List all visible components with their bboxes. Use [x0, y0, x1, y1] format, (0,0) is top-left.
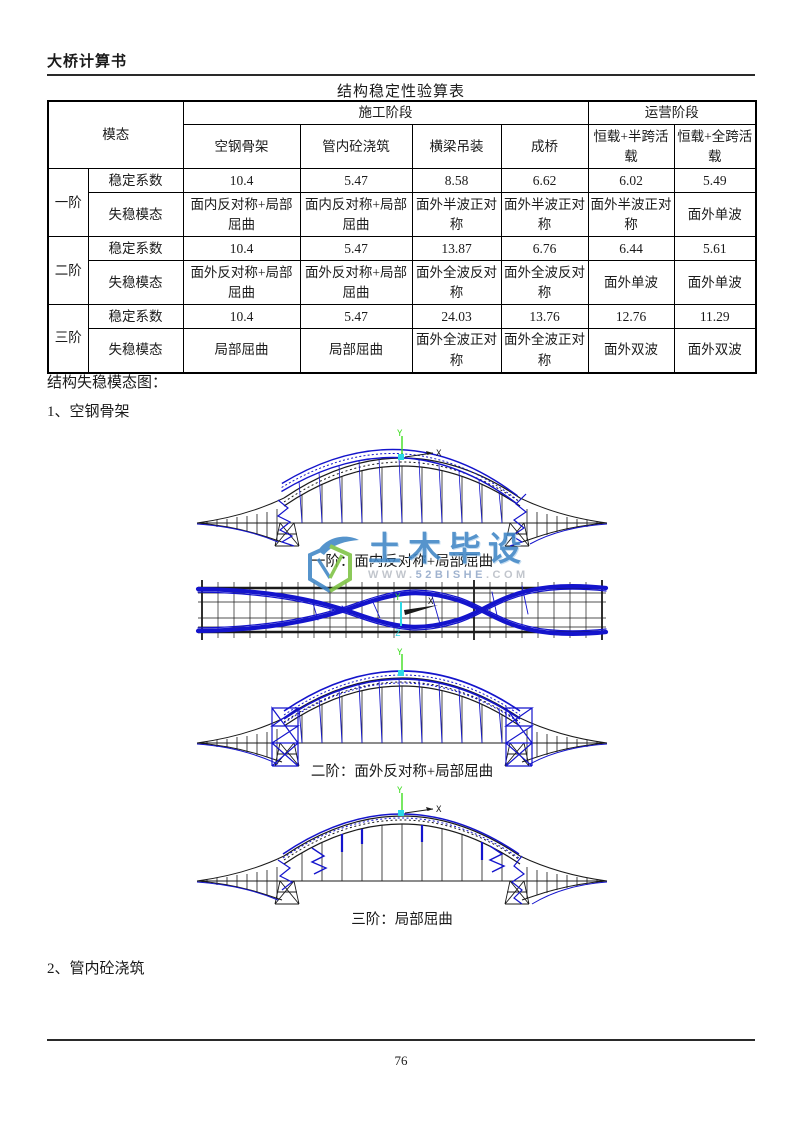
coef-cell: 5.49 [673, 168, 757, 194]
mode-cell: 局部屈曲 [299, 328, 413, 374]
mode-cell: 面外双波 [673, 328, 757, 374]
row-label: 稳定系数 [87, 168, 184, 194]
y-axis-label: Y [395, 593, 401, 603]
col-header: 恒载+半跨活载 [587, 124, 675, 170]
mode-cell: 面外全波反对称 [411, 260, 502, 306]
coef-cell: 24.03 [411, 304, 502, 330]
figure-mode2-elevation: Y [192, 648, 612, 770]
y-axis-label: Y [397, 429, 403, 439]
mode-cell: 面外反对称+局部屈曲 [299, 260, 413, 306]
mode-cell: 面外半波正对称 [411, 192, 502, 238]
mode-header: 模态 [47, 100, 184, 170]
x-axis-label: X [436, 805, 442, 815]
coef-cell: 5.61 [673, 236, 757, 262]
col-header: 管内砼浇筑 [299, 124, 413, 170]
coef-cell: 13.76 [500, 304, 589, 330]
mode-cell: 面外半波正对称 [500, 192, 589, 238]
figure-caption-mode2: 二阶：面外反对称+局部屈曲 [310, 764, 494, 780]
mode-cell: 面内反对称+局部屈曲 [182, 192, 301, 238]
item2-heading: 2、管内砼浇筑 [47, 961, 145, 977]
figure-caption-mode1: 一阶：面内反对称+局部屈曲 [310, 554, 494, 570]
coef-cell: 13.87 [411, 236, 502, 262]
construction-stage-header: 施工阶段 [182, 100, 589, 126]
coef-cell: 11.29 [673, 304, 757, 330]
coef-cell: 10.4 [182, 168, 301, 194]
row-label: 稳定系数 [87, 236, 184, 262]
coef-cell: 10.4 [182, 304, 301, 330]
table-row: 失稳模态 面外反对称+局部屈曲 面外反对称+局部屈曲 面外全波反对称 面外全波反… [48, 260, 757, 306]
mode-cell: 面外单波 [673, 260, 757, 306]
mode-cell: 面外双波 [587, 328, 675, 374]
table-title: 结构稳定性验算表 [336, 84, 465, 100]
page-number: 76 [394, 1053, 408, 1068]
z-axis-label: Z [395, 629, 401, 639]
table-row: 二阶 稳定系数 10.4 5.47 13.87 6.76 6.44 5.61 [47, 236, 757, 306]
table-row: 失稳模态 面内反对称+局部屈曲 面内反对称+局部屈曲 面外半波正对称 面外半波正… [48, 192, 757, 238]
coef-cell: 8.58 [411, 168, 502, 194]
coef-cell: 6.02 [587, 168, 675, 194]
item1-heading: 1、空钢骨架 [47, 404, 130, 420]
figure-caption-mode3: 三阶：局部屈曲 [351, 912, 453, 928]
order-label: 一阶 [47, 168, 89, 238]
y-axis-label: Y [397, 786, 403, 796]
mode-cell: 面外反对称+局部屈曲 [182, 260, 301, 306]
figure-mode2-plan: Y Z X [192, 574, 612, 646]
mode-cell: 面外全波正对称 [500, 328, 589, 374]
mode-cell: 面外半波正对称 [587, 192, 675, 238]
coef-cell: 6.76 [500, 236, 589, 262]
header-rule [47, 74, 755, 76]
row-label: 稳定系数 [87, 304, 184, 330]
doc-title: 大桥计算书 [47, 54, 128, 70]
order-label: 三阶 [47, 304, 89, 374]
mode-cell: 局部屈曲 [182, 328, 301, 374]
table-row: 空钢骨架 管内砼浇筑 横梁吊装 成桥 恒载+半跨活载 恒载+全跨活载 [48, 124, 757, 170]
coef-cell: 5.47 [299, 236, 413, 262]
operation-stage-header: 运营阶段 [587, 100, 757, 126]
col-header: 横梁吊装 [411, 124, 502, 170]
modes-heading: 结构失稳模态图： [47, 375, 168, 391]
coef-cell: 12.76 [587, 304, 675, 330]
mode-cell: 面外单波 [673, 192, 757, 238]
table-row: 失稳模态 局部屈曲 局部屈曲 面外全波正对称 面外全波正对称 面外双波 面外双波 [48, 328, 757, 374]
x-axis-label: X [428, 597, 434, 607]
footer-rule [47, 1039, 755, 1041]
col-header: 空钢骨架 [182, 124, 301, 170]
mode-cell: 面外全波反对称 [500, 260, 589, 306]
row-label: 失稳模态 [87, 192, 184, 238]
mode-cell: 面外全波正对称 [411, 328, 502, 374]
table-row: 模态 施工阶段 运营阶段 [47, 100, 757, 170]
table-row: 一阶 稳定系数 10.4 5.47 8.58 6.62 6.02 5.49 [47, 168, 757, 238]
coef-cell: 5.47 [299, 168, 413, 194]
x-axis-label: X [436, 449, 442, 459]
order-label: 二阶 [47, 236, 89, 306]
row-label: 失稳模态 [87, 260, 184, 306]
coef-cell: 6.44 [587, 236, 675, 262]
coef-cell: 6.62 [500, 168, 589, 194]
y-axis-label: Y [397, 648, 403, 658]
mode-cell: 面外单波 [587, 260, 675, 306]
coef-cell: 10.4 [182, 236, 301, 262]
stability-table-wrap: 模态 施工阶段 运营阶段 空钢骨架 管内砼浇筑 横梁吊装 成桥 恒载+半跨活载 … [47, 100, 757, 374]
mode-cell: 面内反对称+局部屈曲 [299, 192, 413, 238]
figure-mode3-elevation: Y X [192, 786, 612, 908]
figure-mode1-elevation: Y X [192, 428, 612, 550]
coef-cell: 5.47 [299, 304, 413, 330]
row-label: 失稳模态 [87, 328, 184, 374]
stability-table: 模态 施工阶段 运营阶段 空钢骨架 管内砼浇筑 横梁吊装 成桥 恒载+半跨活载 … [47, 100, 757, 374]
col-header: 恒载+全跨活载 [673, 124, 757, 170]
col-header: 成桥 [500, 124, 589, 170]
table-row: 三阶 稳定系数 10.4 5.47 24.03 13.76 12.76 11.2… [47, 304, 757, 374]
